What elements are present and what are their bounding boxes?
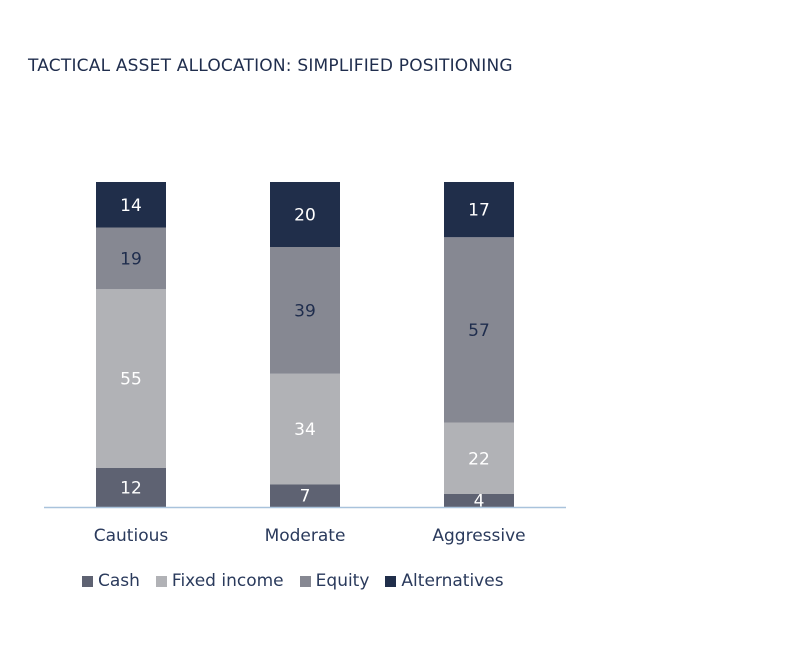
bar-alternatives-cautious (96, 182, 166, 228)
data-label-fixed-income-aggressive: 22 (468, 449, 490, 469)
legend-label: Alternatives (401, 571, 504, 591)
bar-cash-cautious (96, 468, 166, 507)
legend-item-alternatives: Alternatives (385, 571, 504, 591)
data-label-cash-moderate: 7 (300, 487, 311, 507)
bar-equity-moderate (270, 247, 340, 374)
data-label-alternatives-aggressive: 17 (468, 201, 490, 221)
data-label-equity-aggressive: 57 (468, 321, 490, 341)
data-label-alternatives-cautious: 14 (120, 196, 142, 216)
bar-cash-moderate (270, 484, 340, 507)
legend-label: Cash (98, 571, 140, 591)
data-label-equity-cautious: 19 (120, 249, 142, 269)
data-label-cash-cautious: 12 (120, 479, 142, 499)
legend-label: Equity (315, 571, 370, 591)
bar-fixed-income-moderate (270, 373, 340, 485)
bar-fixed-income-aggressive (444, 422, 514, 494)
x-tick-label-cautious: Cautious (94, 526, 169, 546)
legend-swatch (385, 575, 397, 587)
legend: Cash Fixed income Equity Alternatives (82, 571, 520, 591)
legend-item-equity: Equity (299, 571, 370, 591)
legend-swatch (155, 575, 167, 587)
bar-equity-aggressive (444, 237, 514, 423)
x-tick-label-moderate: Moderate (265, 526, 346, 546)
data-label-fixed-income-cautious: 55 (120, 370, 142, 390)
bar-alternatives-aggressive (444, 182, 514, 238)
chart-title: TACTICAL ASSET ALLOCATION: SIMPLIFIED PO… (28, 56, 513, 76)
bar-cash-aggressive (444, 494, 514, 507)
x-tick-labels: Cautious Moderate Aggressive (94, 526, 526, 546)
bars-group: 12 55 19 14 7 34 39 20 4 22 57 17 (96, 182, 514, 512)
bar-alternatives-moderate (270, 182, 340, 247)
legend-label: Fixed income (171, 571, 284, 591)
data-label-alternatives-moderate: 20 (294, 206, 316, 226)
legend-item-cash: Cash (82, 571, 140, 591)
legend-swatch (299, 575, 311, 587)
data-label-fixed-income-moderate: 34 (294, 420, 316, 440)
bar-equity-cautious (96, 227, 166, 290)
bar-fixed-income-cautious (96, 289, 166, 468)
data-label-equity-moderate: 39 (294, 301, 316, 321)
legend-item-fixed-income: Fixed income (155, 571, 284, 591)
data-label-cash-aggressive: 4 (474, 492, 485, 512)
legend-swatch (82, 575, 93, 587)
x-tick-label-aggressive: Aggressive (432, 526, 525, 546)
